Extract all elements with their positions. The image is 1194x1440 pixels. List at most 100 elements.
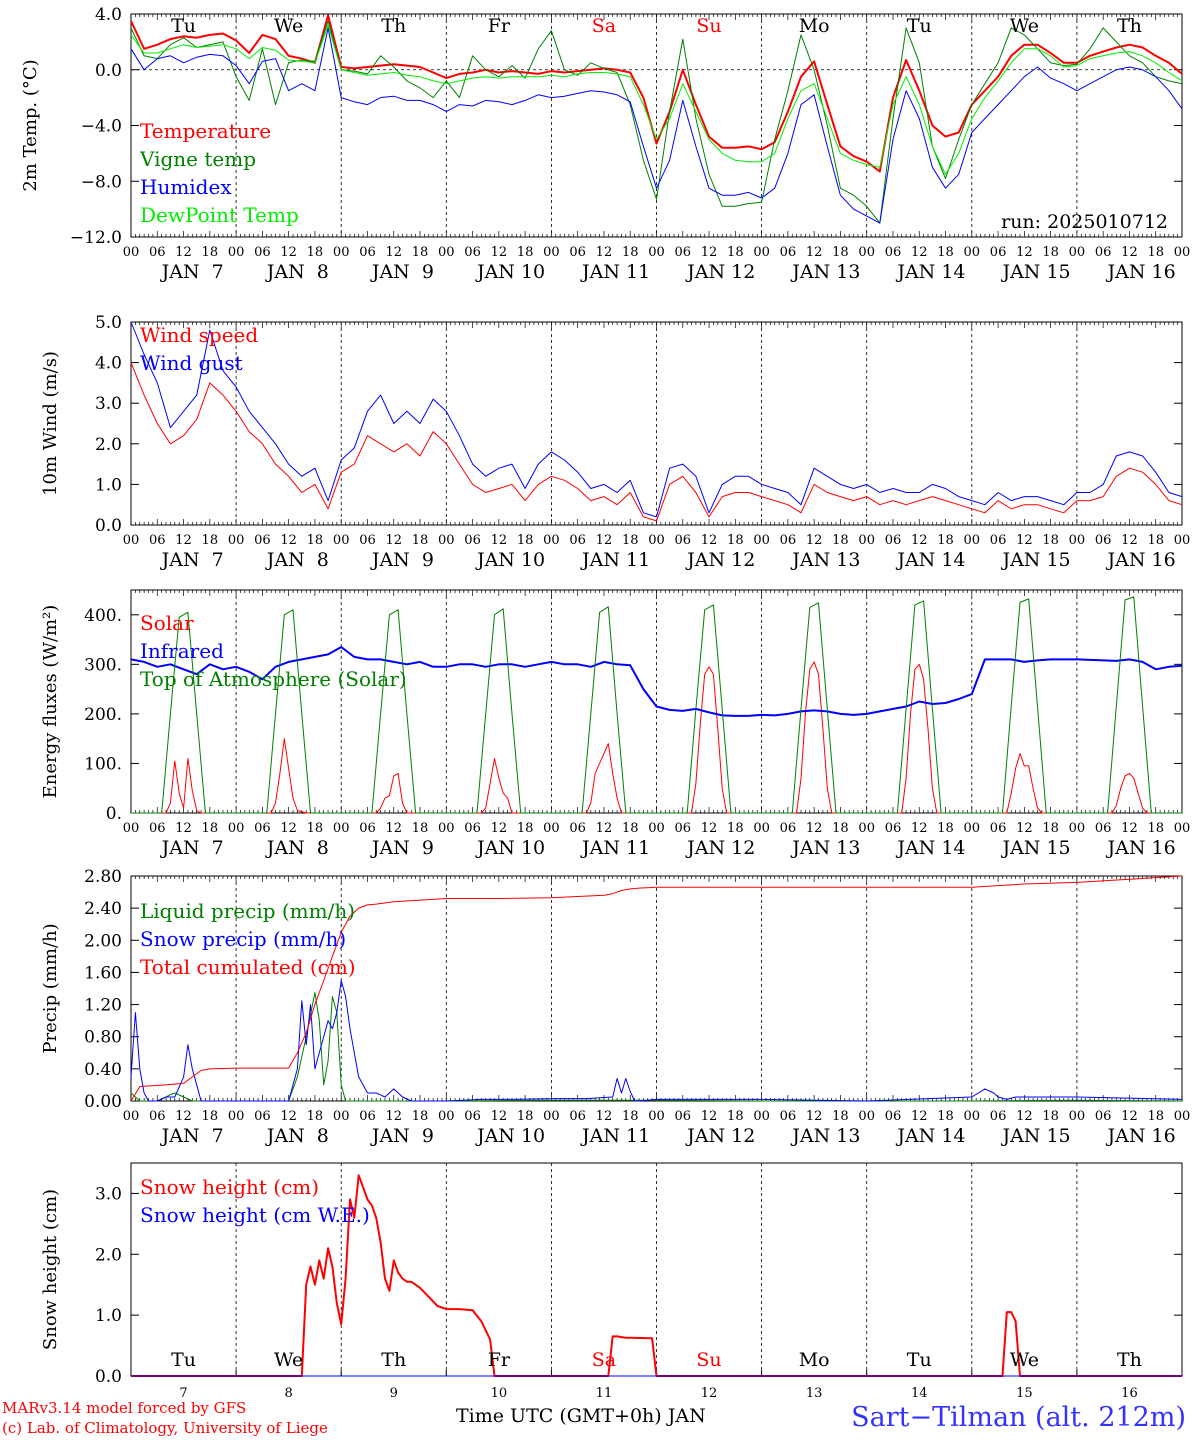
wind-hour-tick-label: 06 [675, 533, 692, 548]
temp-day-label: JAN 7 [160, 261, 224, 283]
energy-hour-tick-label: 06 [569, 821, 586, 836]
wind-day-label: JAN 14 [895, 549, 965, 571]
snow-weekday-label: Th [381, 1349, 406, 1371]
energy-hour-tick-label: 00 [123, 821, 140, 836]
precip-y-tick-label: 2.40 [84, 899, 122, 919]
temp-hour-tick-label: 00 [858, 245, 875, 260]
wind-day-label: JAN 9 [370, 549, 434, 571]
energy-hour-tick-label: 18 [727, 821, 744, 836]
precip-hour-tick-label: 12 [806, 1109, 823, 1124]
wind-hour-tick-label: 12 [1016, 533, 1033, 548]
wind-hour-tick-label: 00 [753, 533, 770, 548]
temp-weekday-label: Fr [488, 15, 511, 37]
snow-weekday-label: Fr [488, 1349, 511, 1371]
snow-y-tick-label: 3.0 [95, 1184, 122, 1204]
snow-day-number: 13 [806, 1386, 823, 1401]
energy-panel [130, 589, 1183, 814]
temp-hour-tick-label: 00 [438, 245, 455, 260]
wind-hour-tick-label: 06 [569, 533, 586, 548]
energy-day-label: JAN 13 [790, 837, 860, 859]
wind-hour-tick-label: 18 [1042, 533, 1059, 548]
wind-hour-tick-label: 12 [491, 533, 508, 548]
energy-hour-tick-label: 18 [937, 821, 954, 836]
precip-hour-tick-label: 06 [885, 1109, 902, 1124]
energy-hour-tick-label: 12 [1016, 821, 1033, 836]
precip-hour-tick-label: 06 [464, 1109, 481, 1124]
precip-hour-tick-label: 00 [333, 1109, 350, 1124]
temp-hour-tick-label: 00 [333, 245, 350, 260]
wind-hour-tick-label: 18 [517, 533, 534, 548]
precip-hour-tick-label: 18 [517, 1109, 534, 1124]
energy-day-label: JAN 15 [1000, 837, 1070, 859]
precip-hour-tick-label: 18 [727, 1109, 744, 1124]
energy-legend-item: Top of Atmosphere (Solar) [140, 667, 407, 691]
energy-hour-tick-label: 18 [202, 821, 219, 836]
energy-y-tick-label: 0. [106, 804, 122, 824]
wind-hour-tick-label: 18 [202, 533, 219, 548]
temp-hour-tick-label: 00 [648, 245, 665, 260]
wind-y-tick-label: 1.0 [95, 475, 122, 495]
energy-day-label: JAN 7 [160, 837, 224, 859]
precip-hour-tick-label: 12 [491, 1109, 508, 1124]
temp-hour-tick-label: 12 [911, 245, 928, 260]
wind-hour-tick-label: 00 [333, 533, 350, 548]
temp-legend-item: DewPoint Temp [140, 203, 299, 227]
temp-day-label: JAN 11 [580, 261, 650, 283]
energy-hour-tick-label: 18 [832, 821, 849, 836]
snow-legend-item: Snow height (cm W.E.) [140, 1203, 370, 1227]
precip-panel [130, 875, 1183, 1102]
wind-hour-tick-label: 18 [412, 533, 429, 548]
precip-y-tick-label: 0.40 [84, 1060, 122, 1080]
temp-hour-tick-label: 18 [517, 245, 534, 260]
snow-day-number: 15 [1016, 1386, 1033, 1401]
wind-hour-tick-label: 18 [727, 533, 744, 548]
snow-y-tick-label: 0.0 [95, 1367, 122, 1387]
wind-hour-tick-label: 06 [464, 533, 481, 548]
snow-weekday-label: Su [696, 1349, 721, 1371]
precip-legend-item: Liquid precip (mm/h) [140, 899, 355, 923]
temp-panel [130, 13, 1183, 238]
energy-hour-tick-label: 06 [1095, 821, 1112, 836]
snow-weekday-label: We [274, 1349, 303, 1371]
energy-hour-tick-label: 12 [596, 821, 613, 836]
temp-hour-tick-label: 06 [780, 245, 797, 260]
snow-day-number: 9 [390, 1386, 398, 1401]
wind-hour-tick-label: 06 [149, 533, 166, 548]
precip-hour-tick-label: 06 [569, 1109, 586, 1124]
wind-day-label: JAN 8 [265, 549, 329, 571]
temp-weekday-label: Tu [907, 15, 932, 37]
energy-hour-tick-label: 12 [1121, 821, 1138, 836]
wind-hour-tick-label: 06 [885, 533, 902, 548]
precip-hour-tick-label: 18 [832, 1109, 849, 1124]
temp-day-label: JAN 13 [790, 261, 860, 283]
temp-weekday-label: We [1010, 15, 1039, 37]
energy-hour-tick-label: 00 [858, 821, 875, 836]
energy-hour-tick-label: 12 [280, 821, 297, 836]
energy-series-infrared [130, 646, 1183, 717]
temp-hour-tick-label: 00 [228, 245, 245, 260]
energy-hour-tick-label: 18 [517, 821, 534, 836]
temp-y-tick-label: −8.0 [81, 172, 122, 192]
precip-hour-tick-label: 12 [1121, 1109, 1138, 1124]
precip-y-tick-label: 1.60 [84, 963, 122, 983]
snow-day-number: 10 [491, 1386, 508, 1401]
temp-hour-tick-label: 18 [412, 245, 429, 260]
temp-weekday-label: We [274, 15, 303, 37]
wind-hour-tick-label: 12 [280, 533, 297, 548]
wind-legend-item: Wind gust [140, 351, 243, 375]
wind-y-tick-label: 4.0 [95, 354, 122, 374]
precip-hour-tick-label: 06 [990, 1109, 1007, 1124]
precip-hour-tick-label: 06 [359, 1109, 376, 1124]
temp-hour-tick-label: 06 [569, 245, 586, 260]
wind-hour-tick-label: 00 [964, 533, 981, 548]
temp-hour-tick-label: 12 [806, 245, 823, 260]
energy-day-label: JAN 11 [580, 837, 650, 859]
temp-day-label: JAN 8 [265, 261, 329, 283]
precip-hour-tick-label: 00 [964, 1109, 981, 1124]
temp-hour-tick-label: 06 [990, 245, 1007, 260]
energy-hour-tick-label: 12 [701, 821, 718, 836]
wind-day-label: JAN 15 [1000, 549, 1070, 571]
wind-hour-tick-label: 12 [806, 533, 823, 548]
temp-day-label: JAN 15 [1000, 261, 1070, 283]
